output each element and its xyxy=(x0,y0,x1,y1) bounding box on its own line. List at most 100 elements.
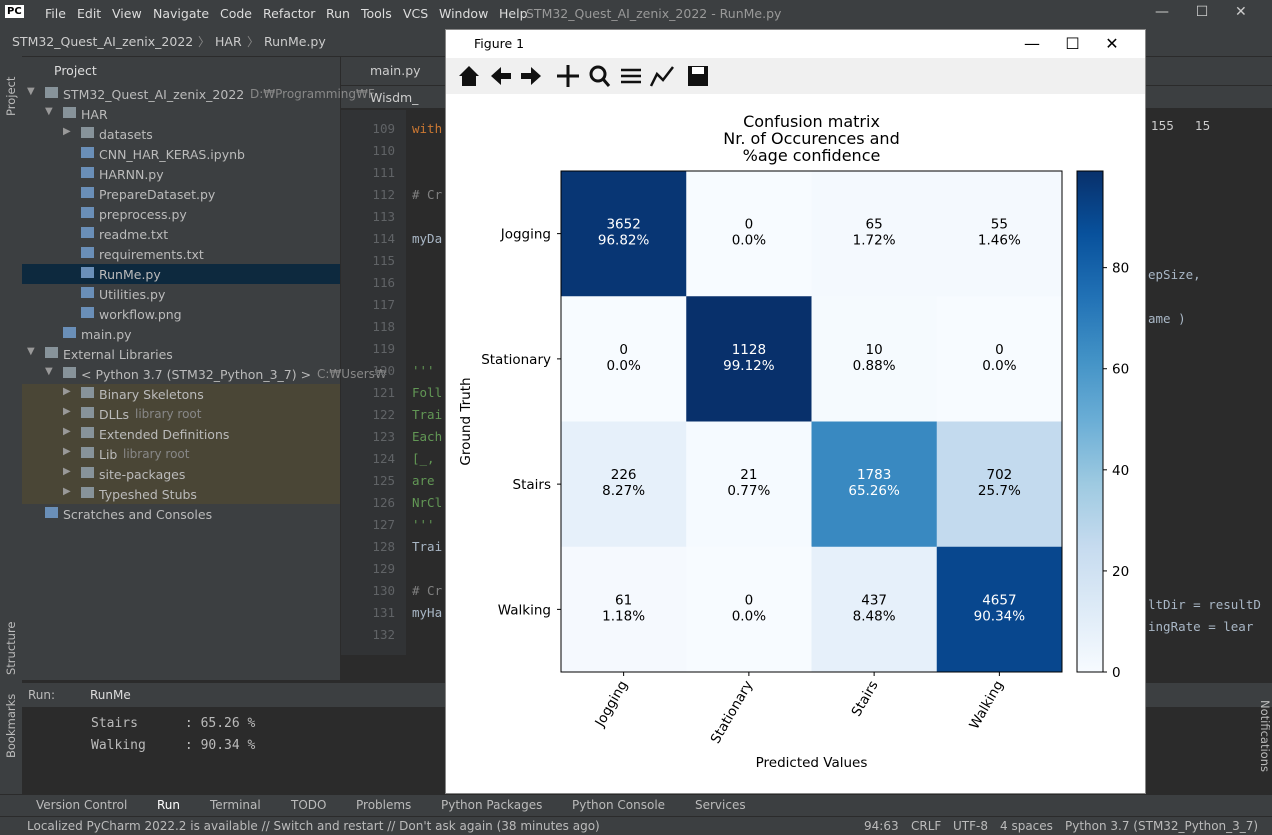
bottom-tab[interactable]: Problems xyxy=(356,798,412,812)
tree-label[interactable]: Extended Definitions xyxy=(99,427,230,442)
tree-label[interactable]: main.py xyxy=(81,327,132,342)
tree-label[interactable]: HARNN.py xyxy=(99,167,164,182)
tree-icon xyxy=(81,487,94,498)
menu-item[interactable]: View xyxy=(112,6,142,21)
side-tab[interactable]: Project xyxy=(4,76,18,116)
heatmap-cell xyxy=(686,296,812,422)
tree-label[interactable]: datasets xyxy=(99,127,153,142)
menu-item[interactable]: Help xyxy=(499,6,528,21)
colorbar-tick-label: 40 xyxy=(1112,463,1129,479)
line-number: 111 xyxy=(372,165,395,180)
zoom-icon[interactable] xyxy=(589,65,607,83)
menu-item[interactable]: Tools xyxy=(361,6,392,21)
forward-icon[interactable] xyxy=(521,67,541,85)
back-icon[interactable] xyxy=(491,67,511,85)
tree-label[interactable]: STM32_Quest_AI_zenix_2022 xyxy=(63,87,245,102)
bottom-tabs xyxy=(0,794,1272,817)
cell-count: 4657 xyxy=(982,592,1016,608)
figure-canvas: 365296.82%00.0%651.72%551.46%00.0%112899… xyxy=(458,170,1129,771)
cell-label: 1.72% xyxy=(853,233,896,249)
status-item[interactable]: Python 3.7 (STM32_Python_3_7) xyxy=(1065,819,1259,833)
x-tick-label: Stairs xyxy=(848,678,881,719)
tree-label[interactable]: Binary Skeletons xyxy=(99,387,204,402)
editor-tab[interactable]: main.py xyxy=(370,63,421,78)
bottom-tab[interactable]: Terminal xyxy=(210,798,261,812)
tree-label[interactable]: Utilities.py xyxy=(99,287,166,302)
tree-label[interactable]: readme.txt xyxy=(99,227,169,242)
heatmap-cell xyxy=(936,421,1063,548)
tree-label[interactable]: CNN_HAR_KERAS.ipynb xyxy=(99,147,245,162)
x-tick-label: Stationary xyxy=(708,678,757,746)
tree-icon xyxy=(63,367,76,378)
line-number: 116 xyxy=(372,275,395,290)
tree-label[interactable]: site-packages xyxy=(99,467,186,482)
tree-arrow: ▶ xyxy=(63,386,71,397)
tree-icon xyxy=(45,507,58,518)
tree-label[interactable]: requirements.txt xyxy=(99,247,204,262)
menu-item[interactable]: Window xyxy=(439,6,489,21)
cell-count: 0 xyxy=(745,592,754,608)
tree-label[interactable]: Typeshed Stubs xyxy=(99,487,197,502)
code: # Cr xyxy=(412,187,443,202)
cell-label: 96.82% xyxy=(598,233,650,249)
tree-icon xyxy=(81,427,94,438)
menu-item[interactable]: Refactor xyxy=(263,6,316,21)
breadcrumb-item[interactable]: RunMe.py xyxy=(264,34,326,49)
tree-label[interactable]: HAR xyxy=(81,107,108,122)
cell-label: 0.0% xyxy=(606,358,640,374)
menu-item[interactable]: Code xyxy=(220,6,253,21)
menu-item[interactable]: Navigate xyxy=(153,6,210,21)
breadcrumb-item[interactable]: HAR xyxy=(215,34,242,49)
bottom-tab[interactable]: TODO xyxy=(291,798,327,812)
tree-label[interactable]: External Libraries xyxy=(63,347,173,362)
tree-label[interactable]: workflow.png xyxy=(99,307,182,322)
bottom-tab[interactable]: Run xyxy=(157,798,181,812)
heatmap-cell xyxy=(811,421,938,548)
status-item[interactable]: 94:63 xyxy=(864,819,899,833)
pan-icon[interactable] xyxy=(557,65,579,87)
cell-count: 437 xyxy=(861,592,887,608)
menu-item[interactable]: VCS xyxy=(403,6,429,21)
heatmap-cell xyxy=(686,171,812,297)
bottom-tab[interactable]: Python Packages xyxy=(441,798,543,812)
cell-count: 61 xyxy=(615,592,632,608)
cell-count: 0 xyxy=(995,342,1004,358)
status-item[interactable]: CRLF xyxy=(911,819,942,833)
side-tab[interactable]: Structure xyxy=(4,621,18,676)
tree-icon xyxy=(63,327,76,338)
status-item[interactable]: UTF-8 xyxy=(953,819,988,833)
tree-label[interactable]: DLLs xyxy=(99,407,130,422)
menu-item[interactable]: File xyxy=(45,6,66,21)
menu-item[interactable]: Run xyxy=(326,6,350,21)
tree-label[interactable]: RunMe.py xyxy=(99,267,161,282)
bottom-tab[interactable]: Python Console xyxy=(572,798,666,812)
home-icon[interactable] xyxy=(459,66,479,86)
library-row xyxy=(22,484,340,504)
run-label: Run: xyxy=(28,688,56,702)
tree-label[interactable]: Lib xyxy=(99,447,118,462)
line-number: 131 xyxy=(372,605,395,620)
heatmap-cell xyxy=(561,546,687,673)
cell-count: 65 xyxy=(866,217,883,233)
status-item[interactable]: 4 spaces xyxy=(1000,819,1053,833)
side-tab[interactable]: Notifications xyxy=(1258,700,1272,772)
tree-arrow: ▼ xyxy=(45,366,53,377)
tree-label[interactable]: PrepareDataset.py xyxy=(99,187,216,202)
configure-icon[interactable] xyxy=(621,68,641,84)
tree-label[interactable]: < Python 3.7 (STM32_Python_3_7) > xyxy=(81,367,312,382)
side-tab[interactable]: Bookmarks xyxy=(4,693,18,758)
bottom-tab[interactable]: Version Control xyxy=(36,798,128,812)
breadcrumb-item[interactable]: STM32_Quest_AI_zenix_2022 xyxy=(12,34,194,49)
tree-icon xyxy=(45,87,58,98)
bottom-tab[interactable]: Services xyxy=(695,798,746,812)
x-tick-label: Walking xyxy=(966,678,1006,732)
tree-icon xyxy=(81,227,94,238)
tree-label[interactable]: Scratches and Consoles xyxy=(63,507,213,522)
edit-icon[interactable] xyxy=(649,66,674,87)
run-tab[interactable]: RunMe xyxy=(90,688,131,702)
tree-icon xyxy=(81,307,94,318)
breadcrumb-sep: 〉 xyxy=(247,35,260,49)
tree-arrow: ▼ xyxy=(45,106,53,117)
tree-label[interactable]: preprocess.py xyxy=(99,207,187,222)
menu-item[interactable]: Edit xyxy=(77,6,102,21)
